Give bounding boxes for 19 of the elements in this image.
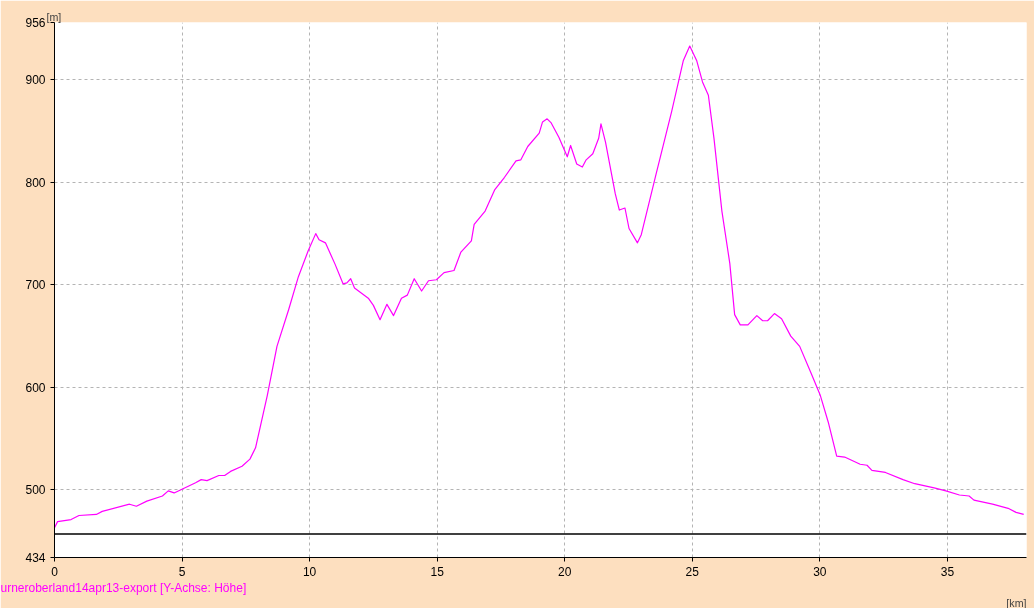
y-tick-label: 700 [25, 278, 46, 293]
x-tick-label: 10 [302, 564, 317, 579]
x-tick-label: 15 [430, 564, 445, 579]
x-tick-label: 30 [813, 564, 827, 579]
y-tick-label: 600 [25, 380, 46, 395]
line-series [54, 45, 1025, 529]
x-tick-label: 5 [178, 564, 186, 579]
x-axis-title: [km] [1006, 596, 1027, 608]
y-axis-title: [m] [46, 10, 62, 23]
y-tick-label: 500 [25, 483, 46, 498]
y-tick-label: 434 [25, 551, 46, 565]
x-tick-label: 20 [558, 564, 572, 579]
y-tick-label: 900 [25, 73, 46, 88]
y-tick-label: 800 [25, 175, 46, 190]
y-tick-label: 956 [25, 16, 46, 30]
x-tick-label: 25 [685, 564, 700, 579]
x-tick-label: 35 [940, 564, 955, 579]
text: urneroberland14apr13-export [Y-Achse: Höhe] [0, 580, 247, 595]
x-tick-label: 0 [51, 564, 59, 579]
